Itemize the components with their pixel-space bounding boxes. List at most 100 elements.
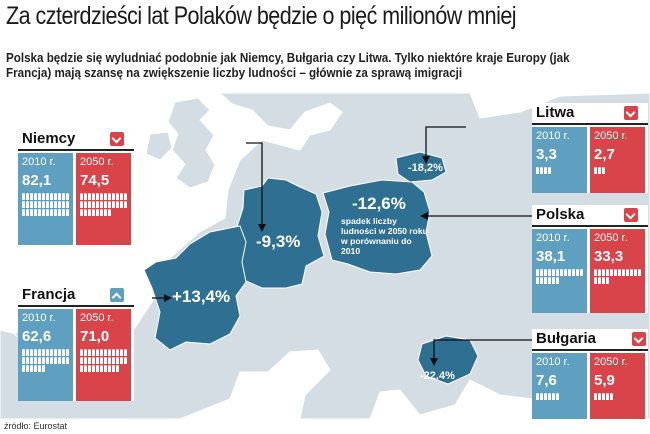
person-icon bbox=[614, 269, 617, 276]
card-header: Polska bbox=[532, 205, 648, 227]
person-icon bbox=[84, 357, 87, 364]
person-icon bbox=[544, 393, 547, 400]
value-2050: 33,3 bbox=[594, 248, 624, 265]
person-icon bbox=[606, 277, 609, 284]
person-icon bbox=[62, 201, 65, 208]
person-icon bbox=[610, 269, 613, 276]
person-icon bbox=[594, 393, 597, 400]
person-icon bbox=[536, 167, 539, 174]
trend-down-icon bbox=[624, 208, 638, 222]
person-icon bbox=[572, 269, 575, 276]
person-icon bbox=[610, 393, 613, 400]
country-card: Litwa 2010 r. 3,3 2050 r. 2,7 bbox=[532, 103, 648, 193]
person-icon bbox=[100, 365, 103, 372]
person-icon bbox=[602, 277, 605, 284]
person-icon bbox=[54, 349, 57, 356]
person-icon bbox=[88, 349, 91, 356]
year-label: 2050 r. bbox=[80, 156, 114, 168]
person-icon bbox=[536, 269, 539, 276]
person-icon bbox=[26, 209, 29, 216]
person-icon bbox=[42, 201, 45, 208]
value-2010: 82,1 bbox=[22, 172, 52, 189]
person-icon bbox=[92, 349, 95, 356]
person-icon bbox=[576, 269, 579, 276]
bar-2050: 2050 r. 5,9 bbox=[590, 353, 645, 419]
people-icons bbox=[80, 193, 127, 241]
person-icon bbox=[58, 349, 61, 356]
bar-2010: 2010 r. 62,6 bbox=[18, 309, 73, 401]
person-icon bbox=[58, 209, 61, 216]
card-header: Niemcy bbox=[18, 129, 134, 151]
value-2050: 2,7 bbox=[594, 146, 615, 163]
person-icon bbox=[602, 393, 605, 400]
bar-2050: 2050 r. 33,3 bbox=[590, 229, 645, 313]
person-icon bbox=[66, 209, 69, 216]
person-icon bbox=[580, 269, 583, 276]
person-icon bbox=[50, 209, 53, 216]
person-icon bbox=[30, 365, 33, 372]
people-icons bbox=[80, 349, 127, 397]
germany-change-label: -9,3% bbox=[256, 232, 301, 251]
person-icon bbox=[92, 365, 95, 372]
bar-2010: 2010 r. 7,6 bbox=[532, 353, 587, 419]
person-icon bbox=[92, 209, 95, 216]
person-icon bbox=[108, 349, 111, 356]
bar-2050: 2050 r. 74,5 bbox=[76, 153, 131, 245]
person-icon bbox=[104, 201, 107, 208]
trend-down-icon bbox=[632, 332, 646, 346]
country-name: Niemcy bbox=[22, 130, 76, 147]
person-icon bbox=[540, 167, 543, 174]
person-icon bbox=[66, 201, 69, 208]
people-icons bbox=[536, 167, 583, 189]
person-icon bbox=[116, 201, 119, 208]
person-icon bbox=[120, 193, 123, 200]
person-icon bbox=[80, 365, 83, 372]
person-icon bbox=[116, 365, 119, 372]
person-icon bbox=[34, 365, 37, 372]
bar-2050: 2050 r. 2,7 bbox=[590, 127, 645, 193]
person-icon bbox=[112, 357, 115, 364]
person-icon bbox=[80, 193, 83, 200]
person-icon bbox=[58, 201, 61, 208]
person-icon bbox=[88, 357, 91, 364]
country-card: Polska 2010 r. 38,1 2050 r. 33,3 bbox=[532, 205, 648, 313]
year-label: 2010 r. bbox=[536, 130, 570, 142]
person-icon bbox=[602, 167, 605, 174]
person-icon bbox=[50, 193, 53, 200]
person-icon bbox=[598, 269, 601, 276]
person-icon bbox=[22, 349, 25, 356]
person-icon bbox=[92, 201, 95, 208]
poland-note: spadek liczby ludności w 2050 roku w por… bbox=[341, 216, 428, 256]
person-icon bbox=[38, 357, 41, 364]
person-icon bbox=[96, 357, 99, 364]
subtitle: Polska będzie się wyludniać podobnie jak… bbox=[6, 51, 570, 80]
card-header: Francja bbox=[18, 285, 134, 307]
person-icon bbox=[100, 209, 103, 216]
person-icon bbox=[42, 193, 45, 200]
people-icons bbox=[22, 349, 69, 397]
person-icon bbox=[552, 277, 555, 284]
person-icon bbox=[100, 201, 103, 208]
person-icon bbox=[108, 209, 111, 216]
person-icon bbox=[46, 193, 49, 200]
year-label: 2050 r. bbox=[594, 232, 628, 244]
person-icon bbox=[50, 349, 53, 356]
country-name: Polska bbox=[536, 206, 585, 223]
person-icon bbox=[626, 269, 629, 276]
people-icons bbox=[22, 193, 69, 241]
person-icon bbox=[84, 349, 87, 356]
person-icon bbox=[54, 201, 57, 208]
person-icon bbox=[30, 201, 33, 208]
bar-2010: 2010 r. 3,3 bbox=[532, 127, 587, 193]
people-icons bbox=[594, 269, 641, 309]
person-icon bbox=[26, 193, 29, 200]
value-2050: 74,5 bbox=[80, 172, 110, 189]
card-header: Bułgaria bbox=[532, 329, 648, 351]
person-icon bbox=[30, 349, 33, 356]
person-icon bbox=[26, 349, 29, 356]
person-icon bbox=[54, 357, 57, 364]
person-icon bbox=[536, 393, 539, 400]
person-icon bbox=[30, 357, 33, 364]
person-icon bbox=[552, 269, 555, 276]
person-icon bbox=[552, 393, 555, 400]
